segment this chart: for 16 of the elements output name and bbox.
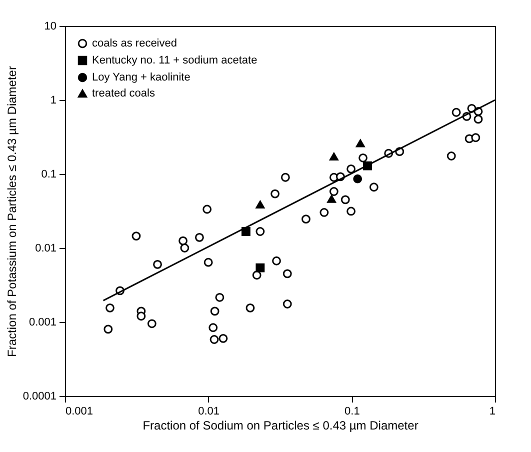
x-tick-label: 1	[489, 406, 496, 418]
y-tick-label: 1	[50, 94, 56, 106]
legend-label: Kentucky no. 11 + sodium acetate	[92, 54, 258, 66]
legend-label: coals as received	[92, 38, 177, 50]
x-tick-label: 0.001	[66, 406, 94, 418]
x-tick-label: 0.01	[198, 406, 220, 418]
y-tick-label: 0.01	[35, 242, 56, 254]
y-tick-label: 0.1	[41, 168, 56, 180]
x-axis-title: Fraction of Sodium on Particles ≤ 0.43 µm Diameter	[142, 418, 418, 432]
y-tick-label: 10	[44, 20, 56, 32]
y-tick-label: 0.0001	[22, 390, 56, 402]
legend-label: treated coals	[92, 88, 156, 100]
y-axis-title: Fraction of Potassium on Particles ≤ 0.43 µm Diameter	[4, 66, 19, 357]
y-tick-label: 0.001	[28, 316, 56, 328]
x-tick-label: 0.1	[344, 406, 360, 418]
legend-label: Loy Yang + kaolinite	[92, 72, 190, 84]
